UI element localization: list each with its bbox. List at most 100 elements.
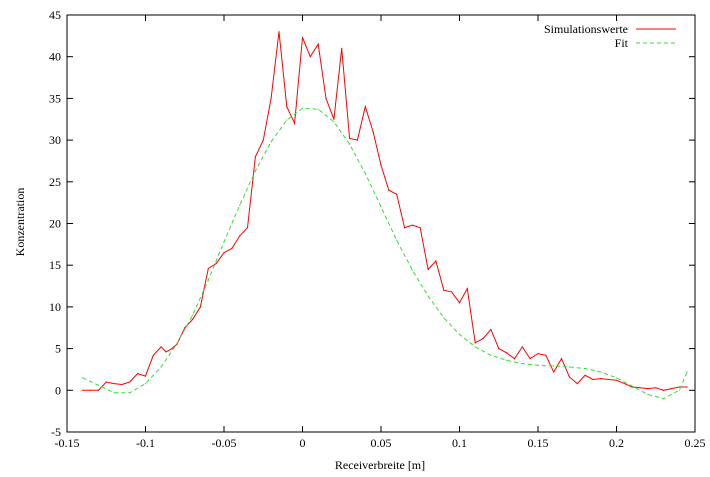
data-point-fit (380, 206, 382, 208)
data-point-simulationswerte (537, 353, 539, 355)
data-point-simulationswerte (466, 287, 468, 290)
data-point-simulationswerte (301, 36, 304, 39)
data-point-simulationswerte (137, 373, 139, 375)
data-point-simulationswerte (663, 389, 665, 391)
legend-label-fit: Fit (615, 36, 629, 50)
y-tick-label: 10 (49, 300, 61, 314)
data-point-simulationswerte (600, 378, 602, 380)
data-point-simulationswerte (592, 378, 594, 381)
data-point-fit (686, 371, 688, 373)
data-point-simulationswerte (435, 260, 437, 262)
data-point-simulationswerte (576, 383, 578, 385)
data-point-simulationswerte (113, 383, 115, 385)
y-tick-label: 35 (49, 91, 61, 105)
data-point-simulationswerte (655, 387, 657, 389)
data-point-fit (286, 119, 288, 121)
data-point-simulationswerte (144, 375, 147, 377)
data-point-simulationswerte (239, 235, 241, 237)
data-point-fit (474, 346, 476, 348)
data-point-simulationswerte (246, 227, 249, 229)
data-point-simulationswerte (89, 389, 92, 391)
data-point-fit (301, 107, 304, 110)
data-point-simulationswerte (82, 389, 84, 391)
data-point-simulationswerte (608, 378, 610, 381)
data-point-simulationswerte (458, 302, 461, 304)
data-point-simulationswerte (223, 252, 225, 254)
data-point-simulationswerte (443, 289, 445, 291)
data-point-simulationswerte (121, 383, 123, 386)
data-point-simulationswerte (584, 374, 586, 376)
data-point-fit (364, 172, 366, 175)
x-tick-label: -0.15 (55, 436, 80, 450)
data-point-fit (553, 365, 555, 367)
x-tick-label: 0.1 (452, 436, 467, 450)
data-point-simulationswerte (270, 97, 272, 99)
data-point-simulationswerte (513, 358, 516, 360)
data-point-simulationswerte (615, 379, 618, 381)
data-point-simulationswerte (380, 164, 382, 166)
data-point-simulationswerte (97, 389, 99, 391)
data-point-simulationswerte (482, 337, 484, 340)
data-point-fit (411, 269, 413, 271)
y-tick-label: 25 (49, 175, 61, 189)
data-point-simulationswerte (545, 354, 547, 356)
data-point-fit (537, 364, 539, 366)
data-point-simulationswerte (207, 267, 209, 270)
series-line-simulationswerte (82, 31, 688, 391)
x-axis-title: Receiverbreite [m] (335, 458, 425, 472)
data-point-simulationswerte (623, 383, 625, 385)
data-point-simulationswerte (411, 224, 413, 226)
data-point-simulationswerte (372, 131, 374, 133)
data-point-fit (600, 371, 602, 373)
data-point-simulationswerte (286, 106, 288, 108)
data-point-simulationswerte (521, 346, 523, 348)
data-point-simulationswerte (333, 118, 335, 120)
data-point-simulationswerte (309, 56, 311, 58)
data-point-fit (490, 354, 492, 356)
data-point-simulationswerte (474, 342, 476, 344)
data-point-simulationswerte (356, 139, 359, 141)
data-point-fit (568, 366, 571, 368)
data-point-fit (97, 384, 99, 386)
data-point-fit (207, 279, 209, 281)
data-point-simulationswerte (647, 388, 649, 390)
y-tick-label: -5 (51, 425, 61, 439)
data-point-simulationswerte (670, 388, 673, 390)
x-tick-label: 0.15 (528, 436, 549, 450)
data-point-simulationswerte (388, 189, 390, 191)
x-tick-label: 0 (300, 436, 306, 450)
data-point-simulationswerte (396, 193, 398, 195)
plot-frame (66, 14, 696, 433)
data-point-fit (144, 383, 147, 385)
data-point-simulationswerte (317, 43, 319, 45)
data-point-fit (506, 359, 508, 361)
data-point-fit (129, 392, 131, 394)
x-tick-label: -0.05 (212, 436, 237, 450)
data-point-fit (317, 108, 319, 110)
data-point-simulationswerte (215, 262, 217, 265)
data-point-simulationswerte (553, 371, 555, 373)
data-point-fit (647, 393, 649, 396)
y-axis-title: Konzentration (13, 188, 27, 257)
data-point-simulationswerte (686, 386, 688, 388)
data-point-fit (521, 363, 523, 365)
y-tick-label: 40 (49, 50, 61, 64)
y-tick-label: 30 (49, 133, 61, 147)
data-point-simulationswerte (129, 381, 131, 383)
data-point-fit (427, 295, 429, 297)
data-point-simulationswerte (639, 387, 641, 389)
data-point-fit (615, 377, 618, 379)
data-point-fit (176, 342, 178, 345)
data-point-fit (192, 314, 194, 316)
data-point-simulationswerte (568, 376, 571, 378)
data-point-fit (333, 121, 335, 123)
data-point-fit (678, 389, 680, 391)
data-point-simulationswerte (165, 351, 167, 353)
data-point-simulationswerte (199, 306, 202, 308)
data-point-simulationswerte (152, 354, 154, 356)
data-point-simulationswerte (451, 291, 453, 293)
data-point-simulationswerte (170, 348, 172, 351)
series-line-fit (82, 107, 688, 400)
